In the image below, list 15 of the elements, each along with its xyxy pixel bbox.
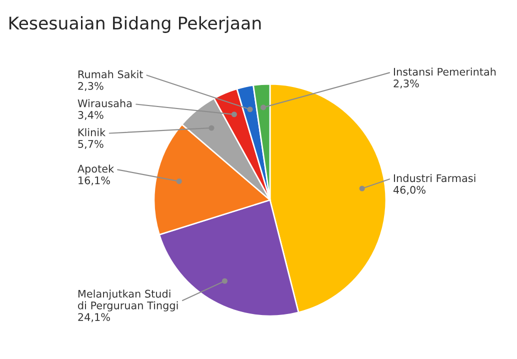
- chart-title: Kesesuaian Bidang Pekerjaan: [9, 16, 261, 33]
- data-label: 16,1%: [78, 176, 110, 186]
- data-label: 5,7%: [78, 140, 104, 149]
- data-label: 2,3%: [394, 79, 419, 88]
- slice-label: Melanjutkan Studi di Perguruan Tinggi: [78, 290, 178, 312]
- data-label: 3,4%: [78, 111, 104, 120]
- data-label: 46,0%: [393, 186, 426, 195]
- slice-label: Instansi Pemerintah: [394, 68, 496, 76]
- slice-label: Industri Farmasi: [394, 174, 476, 182]
- slice-label: Klinik: [78, 128, 106, 136]
- slice-label: Apotek: [78, 164, 114, 175]
- slice-label: Rumah Sakit: [78, 70, 144, 78]
- data-label: 24,1%: [78, 313, 110, 322]
- data-label: 2,3%: [78, 82, 104, 91]
- slice-label: Wirausaha: [78, 99, 132, 108]
